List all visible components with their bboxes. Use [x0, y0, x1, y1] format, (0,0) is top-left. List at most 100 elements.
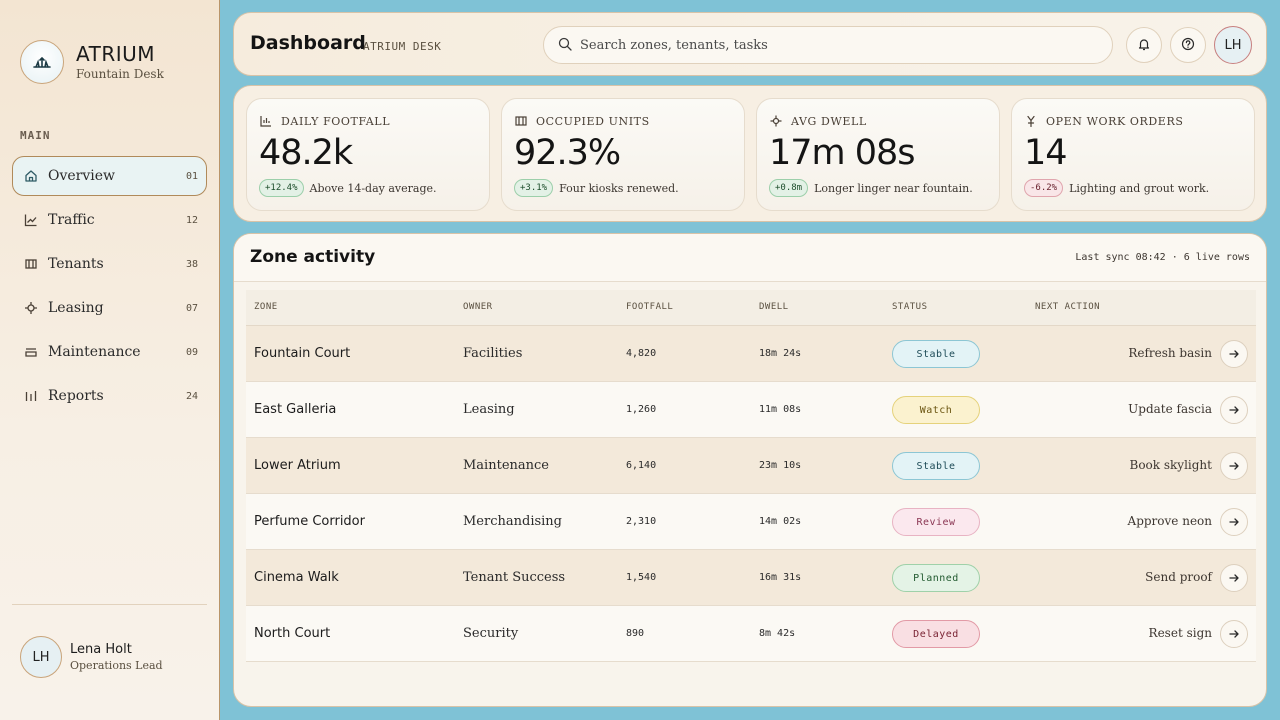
table-row[interactable]: North Court Security 890 8m 42s Delayed …: [246, 606, 1256, 662]
zone-dwell: 14m 02s: [759, 516, 802, 527]
zone-owner: Tenant Success: [463, 570, 566, 585]
avatar: LH: [20, 636, 62, 678]
kpi-delta-badge: +0.8m: [769, 179, 809, 197]
page-title: Dashboard: [250, 32, 366, 54]
table-row[interactable]: Cinema Walk Tenant Success 1,540 16m 31s…: [246, 550, 1256, 606]
zone-owner: Maintenance: [463, 458, 549, 473]
bell-icon: [1137, 36, 1151, 55]
sidebar-item-label: Reports: [48, 388, 104, 404]
sync-status: Last sync 08:42 · 6 live rows: [1075, 252, 1250, 263]
next-action-label: Reset sign: [1148, 626, 1212, 640]
tray-icon: [23, 344, 39, 360]
status-badge: Stable: [892, 452, 980, 480]
sidebar-nav: Overview 01 Traffic 12 Tenants 38 Leasin…: [12, 156, 207, 420]
user-name: Lena Holt: [70, 642, 132, 657]
arrow-right-icon: [1229, 630, 1239, 638]
home-icon: [23, 168, 39, 184]
zone-owner: Leasing: [463, 402, 515, 417]
sidebar-item-overview[interactable]: Overview 01: [12, 156, 207, 196]
zone-owner: Security: [463, 626, 519, 641]
kpi-value: 48.2k: [259, 133, 353, 173]
column-header-owner[interactable]: OWNER: [463, 302, 493, 312]
kpi-label: OCCUPIED UNITS: [536, 114, 650, 128]
notifications-button[interactable]: [1126, 27, 1162, 63]
arrow-right-icon: [1229, 574, 1239, 582]
zone-footfall: 890: [626, 628, 645, 639]
zone-dwell: 23m 10s: [759, 460, 802, 471]
zone-dwell: 8m 42s: [759, 628, 796, 639]
sidebar-item-tenants[interactable]: Tenants 38: [12, 244, 207, 284]
kpi-card-avg-dwell: AVG DWELL 17m 08s +0.8m Longer linger ne…: [756, 98, 1000, 211]
zone-name: Perfume Corridor: [254, 514, 365, 529]
search-icon: [558, 36, 572, 55]
kpi-card-open-work-orders: OPEN WORK ORDERS 14 -6.2% Lighting and g…: [1011, 98, 1255, 211]
sidebar-item-maintenance[interactable]: Maintenance 09: [12, 332, 207, 372]
column-header-status[interactable]: STATUS: [892, 302, 928, 312]
column-header-dwell[interactable]: DWELL: [759, 302, 789, 312]
zone-footfall: 1,260: [626, 404, 657, 415]
column-header-zone[interactable]: ZONE: [254, 302, 278, 312]
search-input[interactable]: [580, 37, 1080, 53]
zone-name: Lower Atrium: [254, 458, 341, 473]
kpi-value: 14: [1024, 133, 1068, 173]
zone-owner: Facilities: [463, 346, 523, 361]
row-action-button[interactable]: [1220, 452, 1248, 480]
row-action-button[interactable]: [1220, 508, 1248, 536]
zone-name: North Court: [254, 626, 331, 641]
bars-icon: [23, 388, 39, 404]
kpi-card-daily-footfall: DAILY FOOTFALL 48.2k +12.4% Above 14-day…: [246, 98, 490, 211]
sidebar-item-label: Leasing: [48, 300, 104, 316]
zone-footfall: 4,820: [626, 348, 657, 359]
zone-name: East Galleria: [254, 402, 337, 417]
brand[interactable]: ATRIUM Fountain Desk: [20, 40, 164, 84]
next-action-label: Update fascia: [1128, 402, 1212, 416]
row-action-button[interactable]: [1220, 340, 1248, 368]
column-header-next-action[interactable]: NEXT ACTION: [1035, 302, 1101, 312]
kpi-delta-badge: -6.2%: [1024, 179, 1064, 197]
table-row[interactable]: East Galleria Leasing 1,260 11m 08s Watc…: [246, 382, 1256, 438]
table-row[interactable]: Lower Atrium Maintenance 6,140 23m 10s S…: [246, 438, 1256, 494]
sidebar-item-traffic[interactable]: Traffic 12: [12, 200, 207, 240]
row-action-button[interactable]: [1220, 564, 1248, 592]
user-profile[interactable]: LH Lena Holt Operations Lead: [20, 636, 163, 678]
row-action-button[interactable]: [1220, 620, 1248, 648]
zone-footfall: 2,310: [626, 516, 657, 527]
kpi-note: Longer linger near fountain.: [814, 181, 973, 195]
kpi-card-occupied-units: OCCUPIED UNITS 92.3% +3.1% Four kiosks r…: [501, 98, 745, 211]
brand-subtitle: Fountain Desk: [76, 67, 164, 81]
kpi-label: DAILY FOOTFALL: [281, 114, 391, 128]
sidebar-item-label: Maintenance: [48, 344, 141, 360]
sidebar-item-count: 09: [185, 346, 198, 358]
table-row[interactable]: Perfume Corridor Merchandising 2,310 14m…: [246, 494, 1256, 550]
help-button[interactable]: [1170, 27, 1206, 63]
status-badge: Watch: [892, 396, 980, 424]
sidebar-item-count: 12: [185, 214, 198, 226]
kpi-note: Lighting and grout work.: [1069, 181, 1210, 195]
status-badge: Stable: [892, 340, 980, 368]
status-badge: Review: [892, 508, 980, 536]
table-row[interactable]: Fountain Court Facilities 4,820 18m 24s …: [246, 326, 1256, 382]
search-bar[interactable]: [543, 26, 1113, 64]
row-action-button[interactable]: [1220, 396, 1248, 424]
nav-heading: MAIN: [20, 129, 51, 142]
sidebar-item-reports[interactable]: Reports 24: [12, 376, 207, 416]
header-avatar[interactable]: LH: [1214, 26, 1252, 64]
table-header: ZONE OWNER FOOTFALL DWELL STATUS NEXT AC…: [246, 290, 1256, 326]
kpi-note: Four kiosks renewed.: [559, 181, 679, 195]
sidebar: ATRIUM Fountain Desk MAIN Overview 01 Tr…: [0, 0, 220, 720]
column-header-footfall[interactable]: FOOTFALL: [626, 302, 674, 312]
sidebar-item-label: Tenants: [48, 256, 104, 272]
sidebar-item-leasing[interactable]: Leasing 07: [12, 288, 207, 328]
panel-title: Zone activity: [250, 247, 376, 267]
chart-line-icon: [23, 212, 39, 228]
zone-name: Cinema Walk: [254, 570, 339, 585]
table-body: Fountain Court Facilities 4,820 18m 24s …: [246, 326, 1256, 662]
kpi-panel: DAILY FOOTFALL 48.2k +12.4% Above 14-day…: [233, 85, 1267, 222]
zone-dwell: 18m 24s: [759, 348, 802, 359]
arrow-right-icon: [1229, 406, 1239, 414]
zone-table: ZONE OWNER FOOTFALL DWELL STATUS NEXT AC…: [246, 290, 1256, 662]
storefront-icon: [23, 256, 39, 272]
bar-chart-icon: [259, 114, 273, 128]
pin-icon: [769, 114, 783, 128]
zone-footfall: 6,140: [626, 460, 657, 471]
